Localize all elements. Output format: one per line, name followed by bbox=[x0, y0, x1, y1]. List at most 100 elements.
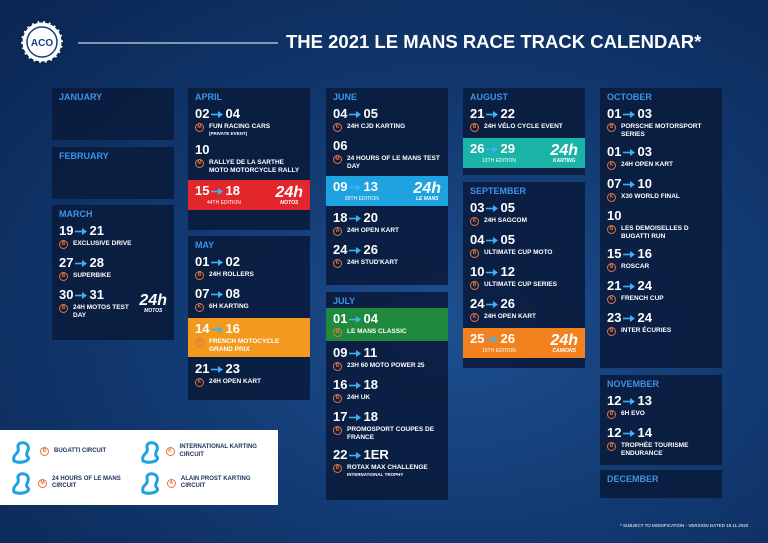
month-box: FEBRUARY bbox=[52, 147, 174, 199]
page-title: THE 2021 LE MANS RACE TRACK CALENDAR* bbox=[286, 31, 702, 52]
event-row: B ULTIMATE CUP MOTO bbox=[470, 249, 553, 258]
date-arrow bbox=[75, 291, 88, 299]
event-title: INTER ÉCURIES bbox=[621, 327, 672, 334]
event-title: ROSCAR bbox=[621, 263, 650, 270]
track-shape bbox=[141, 472, 160, 495]
month-name: MARCH bbox=[59, 209, 93, 219]
event-title: 24H OPEN KART bbox=[347, 227, 400, 234]
circuit-badge: B bbox=[59, 272, 68, 281]
event-dates: 06 bbox=[333, 139, 441, 153]
arrow-head bbox=[356, 451, 362, 459]
event-name: ROTAX MAX CHALLENGE INTERNATIONAL TROPHY bbox=[347, 464, 428, 477]
event-info: 09 11 B 23H 60 MOTO POWER 25 bbox=[333, 346, 425, 371]
event-dates: 12 14 bbox=[607, 426, 715, 440]
event-row: K 24H SAGCOM bbox=[470, 217, 527, 226]
circuit-badge: K bbox=[607, 161, 616, 170]
date-arrow bbox=[486, 300, 499, 308]
event-title: 24H SAGCOM bbox=[484, 217, 527, 224]
event-info: 10 B LES DEMOISELLES D BUGATTI RUN bbox=[607, 209, 715, 240]
event: 14 16 B FRENCH MOTOCYCLE GRAND PRIX bbox=[188, 318, 310, 357]
end-date: 10 bbox=[637, 176, 652, 191]
start-date: 09 bbox=[333, 345, 348, 360]
event: 23 24 B INTER ÉCURIES bbox=[607, 308, 715, 340]
event-info: 07 10 K X30 WORLD FINAL bbox=[607, 177, 680, 202]
edition: 16TH EDITION bbox=[482, 348, 516, 354]
track-shape bbox=[141, 441, 160, 464]
start-date: 27 bbox=[59, 255, 74, 270]
circuit-badge: K bbox=[333, 123, 342, 132]
start-date: 23 bbox=[607, 310, 622, 325]
event-title: PROMOSPORT COUPES DE FRANCE bbox=[347, 426, 435, 441]
event-dates: 10 12 bbox=[470, 265, 557, 279]
arrow-head bbox=[218, 365, 224, 373]
event-name: 24 HOURS OF LE MANS TEST DAY bbox=[347, 155, 441, 170]
event-title: 6H KARTING bbox=[209, 303, 249, 310]
date-arrow bbox=[486, 268, 499, 276]
event-info: 09 13 89TH EDITION bbox=[333, 179, 379, 203]
event-dates: 15 16 bbox=[607, 247, 652, 261]
event-row: B 6H EVO bbox=[607, 410, 652, 419]
start-date: 09 bbox=[333, 179, 348, 194]
event-row: B ROSCAR bbox=[607, 263, 652, 272]
month-box: JUNE 04 05 K 24H CJD KARTING 06 M 24 HOURS OF L… bbox=[326, 88, 448, 285]
event-info: 18 20 A 24H OPEN KART bbox=[333, 211, 399, 236]
event-row: B 23H 60 MOTO POWER 25 bbox=[333, 362, 425, 371]
start-date: 10 bbox=[195, 142, 210, 157]
event-dates: 21 22 bbox=[470, 107, 563, 121]
end-date: 1ER bbox=[363, 447, 389, 462]
event-row: B 24H MOTOS TEST DAY bbox=[59, 304, 139, 319]
event-name: 6H KARTING bbox=[209, 303, 249, 311]
start-date: 10 bbox=[607, 208, 622, 223]
end-date: 31 bbox=[89, 287, 104, 302]
start-date: 30 bbox=[59, 287, 74, 302]
event: 04 05 B ULTIMATE CUP MOTO bbox=[470, 230, 578, 262]
event-info: 26 29 13TH EDITION bbox=[470, 141, 516, 165]
event-title: 6H EVO bbox=[621, 410, 645, 417]
month-box: OCTOBER 01 03 B PORSCHE MOTORSPORT SERIES 01 0… bbox=[600, 88, 722, 368]
circuit-badge: B bbox=[333, 464, 342, 473]
start-date: 01 bbox=[607, 106, 622, 121]
event-name: FRENCH MOTOCYCLE GRAND PRIX bbox=[209, 338, 303, 353]
date-arrow bbox=[349, 315, 362, 323]
start-date: 15 bbox=[607, 246, 622, 261]
month-box: MARCH 19 21 B EXCLUSIVE DRIVE 27 28 B SUPERBIKE 3… bbox=[52, 205, 174, 340]
track-shape bbox=[12, 472, 31, 495]
event-name: PROMOSPORT COUPES DE FRANCE bbox=[347, 426, 441, 441]
end-date: 11 bbox=[363, 345, 378, 360]
arrow-head bbox=[630, 429, 636, 437]
start-date: 01 bbox=[333, 311, 348, 326]
event-row: B 24H VÉLO CYCLE EVENT bbox=[470, 123, 563, 132]
event-info: 04 05 B ULTIMATE CUP MOTO bbox=[470, 233, 553, 258]
start-date: 24 bbox=[333, 242, 348, 257]
event-name: 24H OPEN KART bbox=[209, 378, 261, 386]
end-date: 04 bbox=[225, 106, 240, 121]
event-logo: 24h KARTING bbox=[550, 142, 578, 164]
end-date: 16 bbox=[225, 321, 240, 336]
event: 19 21 B EXCLUSIVE DRIVE bbox=[59, 221, 167, 253]
event-dates: 12 13 bbox=[607, 394, 652, 408]
event-row: B EXCLUSIVE DRIVE bbox=[59, 240, 132, 249]
month-name: NOVEMBER bbox=[607, 379, 660, 389]
circuit-badge: B bbox=[607, 225, 616, 234]
event-name: LE MANS CLASSIC bbox=[347, 328, 407, 336]
legend: B BUGATTI CIRCUIT K INTERNATIONAL KARTING C… bbox=[0, 430, 278, 505]
logo-sub: KARTING bbox=[552, 157, 576, 164]
event-name: 24H STUD'KART bbox=[347, 259, 398, 267]
start-date: 15 bbox=[195, 183, 210, 198]
event-name: 6H EVO bbox=[621, 410, 645, 418]
event-dates: 21 23 bbox=[195, 362, 261, 376]
circuit-badge: K bbox=[607, 295, 616, 304]
event-row: M FUN RACING CARS (PRIVATE EVENT) bbox=[195, 123, 270, 136]
edition: 89TH EDITION bbox=[345, 196, 379, 202]
event-logo: 24h LE MANS bbox=[413, 180, 441, 202]
end-date: 29 bbox=[500, 141, 515, 156]
event-dates: 04 05 bbox=[333, 107, 405, 121]
event-dates: 16 18 bbox=[333, 378, 378, 392]
event-row: K X30 WORLD FINAL bbox=[607, 193, 680, 202]
event-row: B 24H ROLLERS bbox=[195, 271, 254, 280]
end-date: 05 bbox=[500, 200, 515, 215]
start-date: 26 bbox=[470, 141, 485, 156]
event-name: 24H OPEN KART bbox=[484, 313, 536, 321]
event-name: 24H CJD KARTING bbox=[347, 123, 405, 131]
